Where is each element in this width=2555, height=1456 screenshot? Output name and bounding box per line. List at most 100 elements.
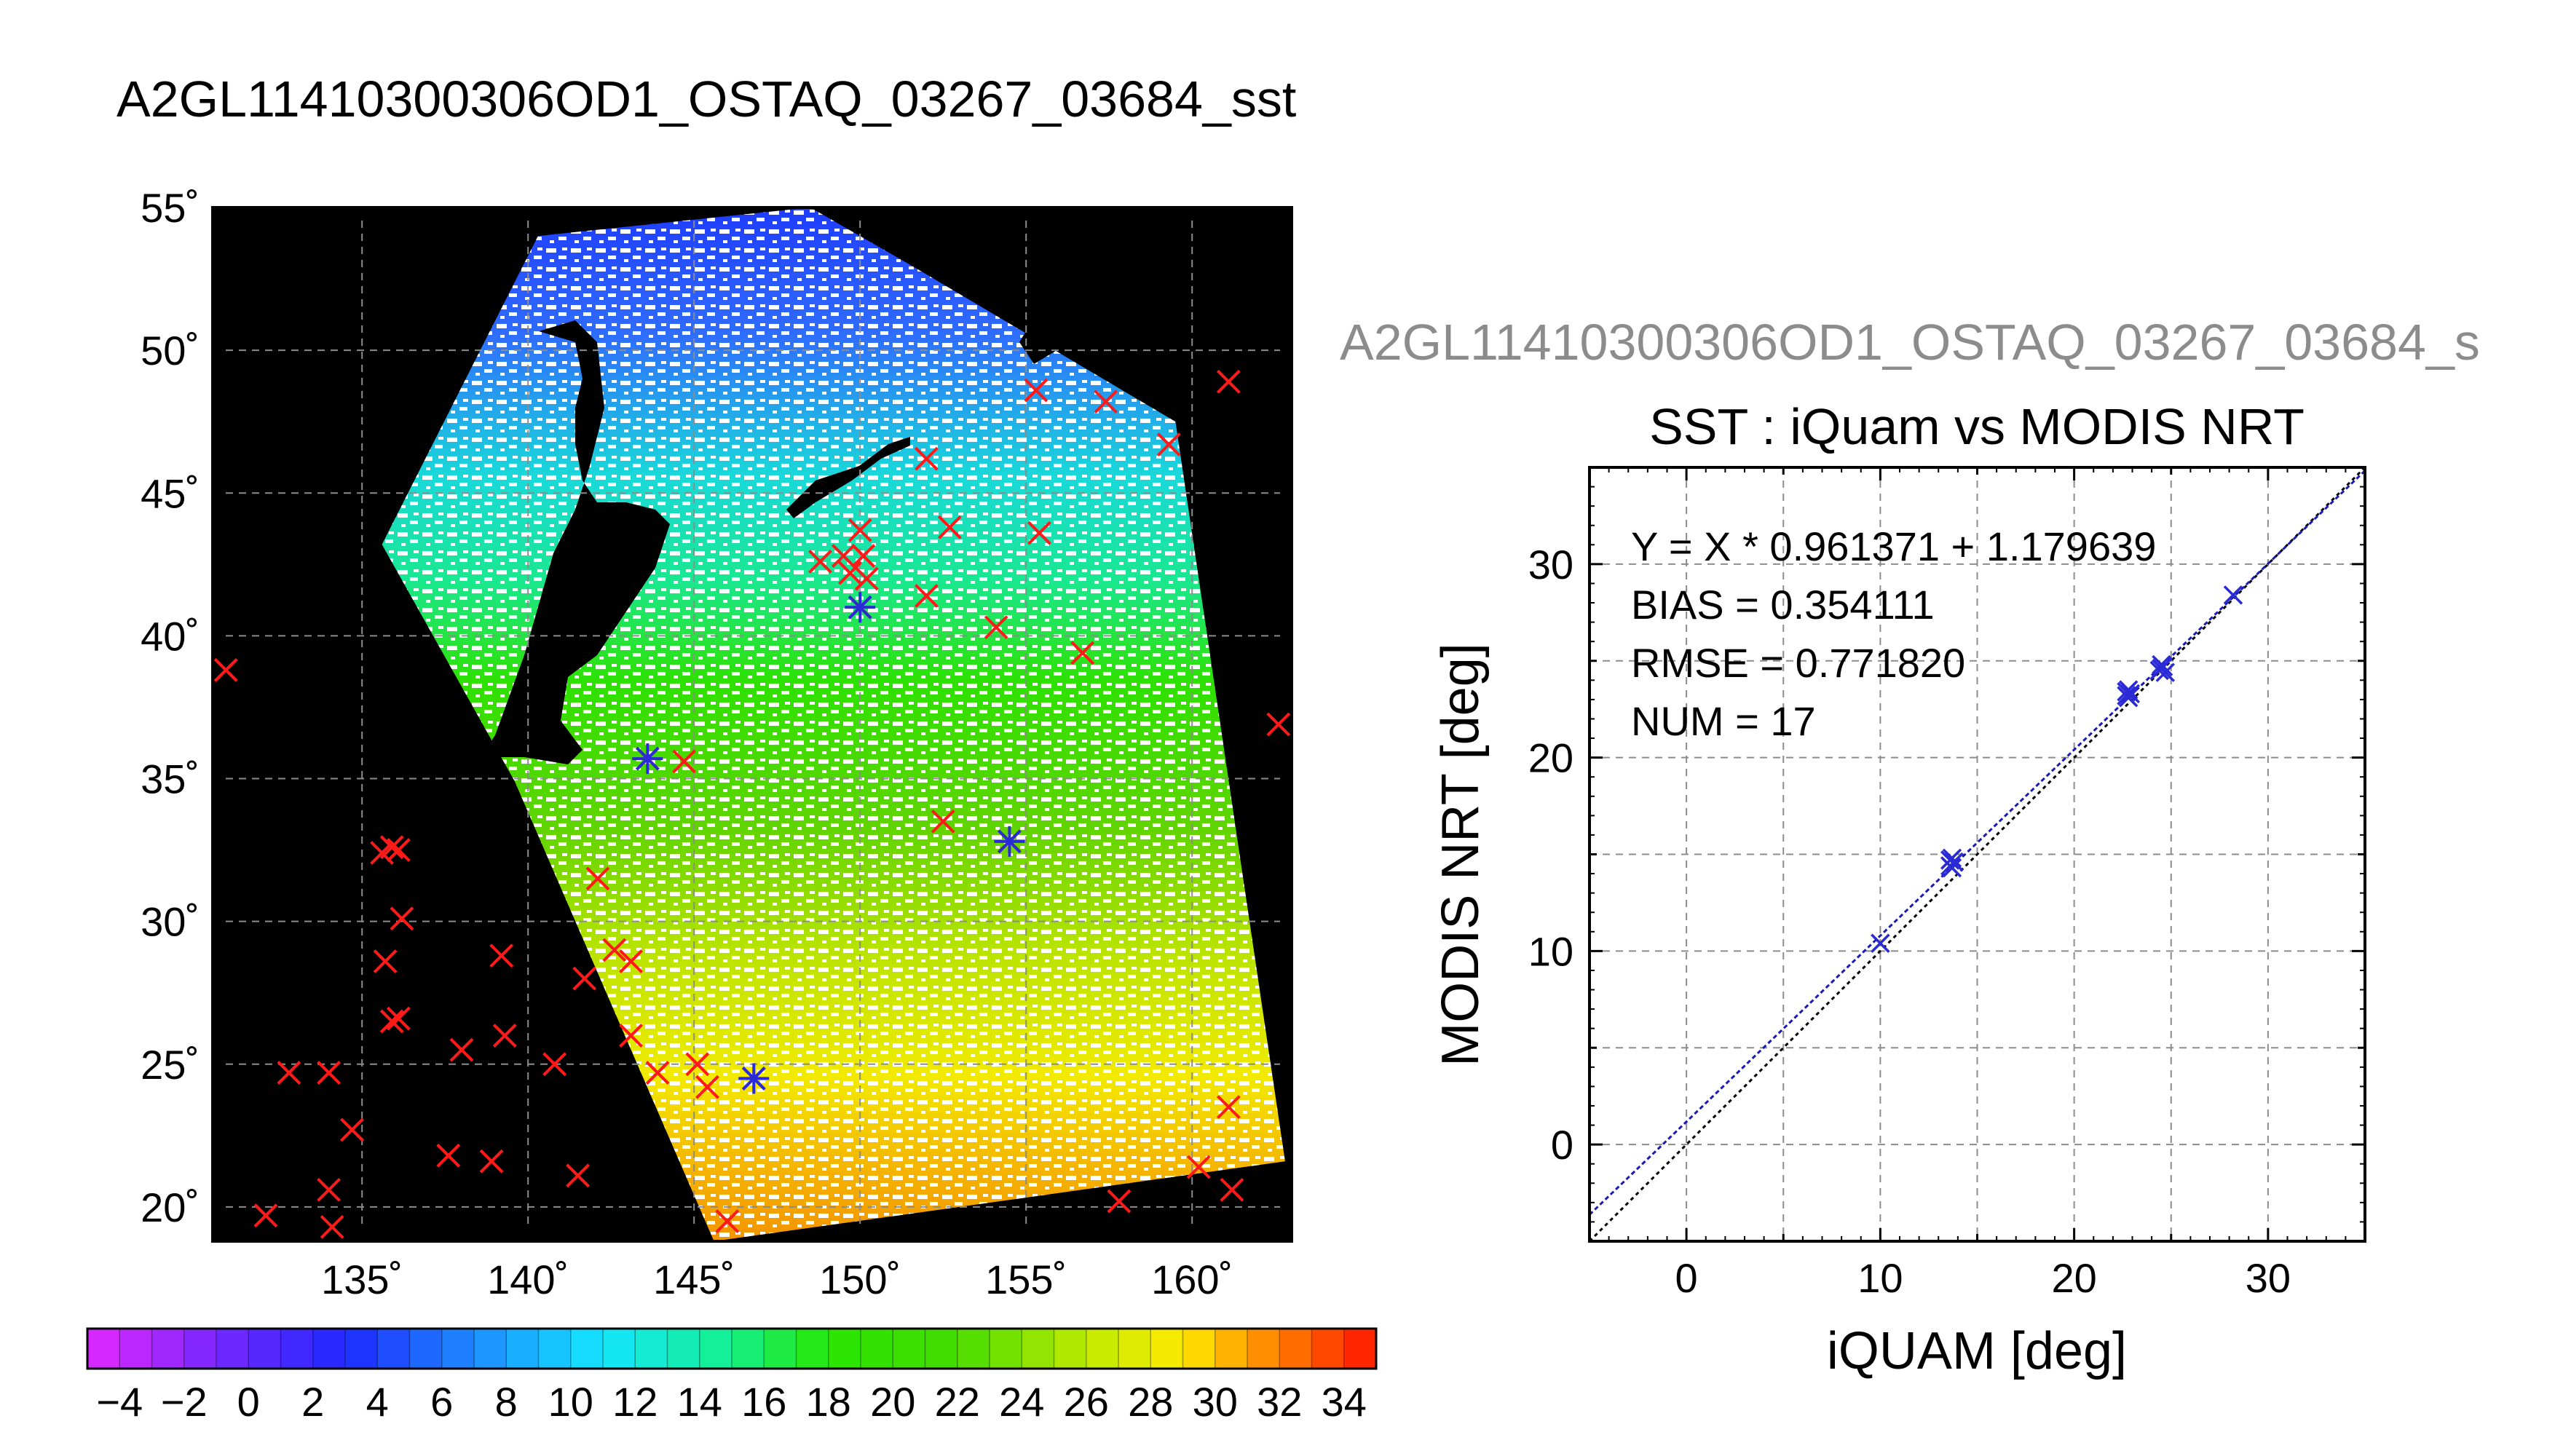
colorbar-tick-label: 20 [870,1379,915,1425]
map-insitu-marker [373,949,398,973]
scatter-point [2152,654,2171,675]
scatter-point [1944,852,1964,872]
stats-num: NUM = 17 [1631,698,1816,744]
scatter-point [2117,682,2136,702]
map-insitu-marker [492,1024,517,1048]
map-insitu-marker [1024,378,1049,403]
map-insitu-marker [390,906,414,931]
colorbar-cell [377,1329,410,1369]
colorbar-cell [990,1329,1022,1369]
scatter-x-tick-labels: 0 10 20 30 [1675,1255,2291,1301]
colorbar-cell [441,1329,475,1369]
map-lat-tick-label: 20˚ [141,1184,200,1230]
map-lon-tick-label: 150˚ [819,1257,901,1302]
scatter-point [2118,688,2139,708]
map-insitu-marker [585,866,610,891]
colorbar-tick-label: 24 [999,1379,1044,1425]
scatter-point [2223,585,2243,605]
map-matchup-marker [994,826,1025,857]
colorbar-tick-label: 16 [741,1379,786,1425]
map-insitu-marker [984,615,1008,640]
colorbar-tick-label: 4 [366,1379,389,1425]
map-insitu-marker [1027,521,1051,545]
map-insitu-marker [436,1143,461,1168]
map-lat-tick-label: 40˚ [141,613,200,659]
map-insitu-marker [685,1052,710,1077]
colorbar-cell [957,1329,990,1369]
stats-rmse: RMSE = 0.771820 [1631,640,1965,686]
map-insitu-marker [1070,641,1095,665]
colorbar-cell [796,1329,829,1369]
scatter-y-tick-label: 30 [1528,542,1573,587]
map-lon-tick-label: 135˚ [321,1257,403,1302]
colorbar-cell [345,1329,378,1369]
colorbar-cell [1054,1329,1087,1369]
colorbar-tick-label: 22 [935,1379,980,1425]
map-lat-tick-label: 50˚ [141,328,200,373]
map-insitu-marker [672,749,696,774]
map-insitu-marker [1216,369,1241,394]
map-lat-tick-label: 55˚ [141,185,200,231]
map-insitu-marker [645,1061,670,1085]
swath-cloud-mask [382,207,1285,1241]
map-insitu-marker [1266,712,1291,737]
map-lon-tick-label: 155˚ [985,1257,1067,1302]
colorbar-cell [538,1329,572,1369]
map-lon-tick-label: 140˚ [487,1257,569,1302]
colorbar-tick-label: −4 [96,1379,143,1425]
colorbar-cell [216,1329,249,1369]
colorbar-cell [1247,1329,1280,1369]
map-insitu-marker [320,1214,344,1239]
colorbar-cell [603,1329,636,1369]
map-frame [211,206,1293,1243]
map-insitu-marker [619,949,643,973]
colorbar-cell [764,1329,797,1369]
colorbar: −4 −2 0 2 4 6 8 10 12 14 16 18 20 22 24 26 28 30 32 34 [86,1327,1378,1425]
stats-bias: BIAS = 0.354111 [1631,582,1935,628]
colorbar-cell [1311,1329,1345,1369]
scatter-x-tick-label: 30 [2246,1255,2291,1301]
map-lon-labels: 135˚ 140˚ 145˚ 150˚ 155˚ 160˚ [321,1257,1233,1302]
colorbar-cell [828,1329,861,1369]
regression-line [1590,470,2365,1216]
map-lat-tick-label: 35˚ [141,756,200,802]
colorbar-cell [1279,1329,1312,1369]
map-insitu-marker [848,518,872,542]
map-insitu-marker [1186,1155,1211,1179]
scatter-y-tick-labels: 0 10 20 30 [1528,542,1573,1168]
colorbar-tick-label: 6 [430,1379,453,1425]
scatter-x-tick-label: 10 [1857,1255,1903,1301]
map-insitu-marker [937,515,962,539]
colorbar-tick-label: 30 [1193,1379,1238,1425]
map-lat-tick-label: 30˚ [141,899,200,945]
map-insitu-marker [317,1177,341,1202]
map-insitu-marker [619,1024,643,1048]
map-lon-tick-label: 145˚ [653,1257,735,1302]
colorbar-cell [635,1329,668,1369]
map-insitu-marker [1220,1177,1244,1202]
page-title: A2GL11410300306OD1_OSTAQ_03267_03684_sst [117,71,1297,127]
scatter-plot: SST : iQuam vs MODIS NRT 0 10 20 30 0 10 20 30… [1431,398,2366,1380]
map-insitu-marker [715,1209,740,1233]
colorbar-cell [506,1329,539,1369]
colorbar-cell [1086,1329,1119,1369]
colorbar-cell [1118,1329,1151,1369]
colorbar-tick-label: 10 [548,1379,593,1425]
scatter-y-tick-label: 20 [1528,735,1573,781]
colorbar-frame [86,1327,1378,1370]
map-lon-tick-label: 160˚ [1151,1257,1233,1302]
map-insitu-marker [1107,1189,1132,1214]
colorbar-cell [1022,1329,1054,1369]
colorbar-cell [667,1329,700,1369]
scatter-point [1871,933,1890,953]
colorbar-cell [119,1329,152,1369]
map-lat-tick-label: 45˚ [141,470,200,516]
map-insitu-marker [379,835,404,860]
map-insitu-marker [602,938,627,962]
stats-equation: Y = X * 0.961371 + 1.179639 [1631,523,2156,569]
map-insitu-marker [854,566,879,591]
colorbar-cell [474,1329,507,1369]
scatter-grid [1590,467,2365,1241]
map-insitu-marker [489,943,514,968]
colorbar-tick-label: 14 [677,1379,722,1425]
